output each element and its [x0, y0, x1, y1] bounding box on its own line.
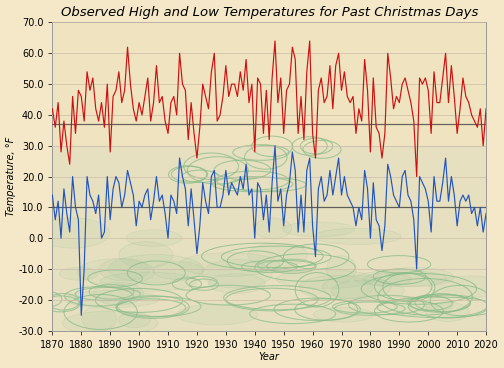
Ellipse shape — [376, 268, 454, 287]
Ellipse shape — [100, 272, 196, 291]
Y-axis label: Temperature, °F: Temperature, °F — [6, 137, 16, 216]
Ellipse shape — [331, 280, 404, 302]
Ellipse shape — [108, 255, 204, 283]
Ellipse shape — [62, 311, 158, 335]
Ellipse shape — [394, 297, 427, 316]
Ellipse shape — [153, 262, 204, 280]
Ellipse shape — [176, 304, 258, 325]
Ellipse shape — [426, 302, 470, 321]
Ellipse shape — [65, 290, 160, 308]
Ellipse shape — [299, 275, 373, 300]
Ellipse shape — [327, 256, 356, 282]
Ellipse shape — [93, 282, 144, 305]
Ellipse shape — [82, 306, 116, 331]
Ellipse shape — [99, 259, 149, 281]
Ellipse shape — [78, 259, 155, 285]
Ellipse shape — [118, 312, 150, 328]
Ellipse shape — [313, 307, 373, 322]
Ellipse shape — [126, 230, 182, 246]
Ellipse shape — [208, 273, 266, 293]
Ellipse shape — [202, 259, 272, 288]
Ellipse shape — [429, 276, 504, 297]
Ellipse shape — [119, 242, 173, 268]
Ellipse shape — [314, 228, 401, 245]
Ellipse shape — [425, 297, 454, 311]
Title: Observed High and Low Temperatures for Past Christmas Days: Observed High and Low Temperatures for P… — [60, 6, 478, 18]
Ellipse shape — [59, 267, 98, 280]
Ellipse shape — [354, 270, 447, 287]
Bar — [52, 146, 486, 330]
Ellipse shape — [36, 218, 109, 248]
Ellipse shape — [282, 222, 354, 237]
Ellipse shape — [323, 276, 391, 299]
Ellipse shape — [276, 270, 375, 289]
X-axis label: Year: Year — [259, 353, 280, 362]
Ellipse shape — [247, 243, 307, 266]
Ellipse shape — [179, 253, 280, 276]
Ellipse shape — [363, 273, 411, 286]
Ellipse shape — [255, 218, 291, 239]
